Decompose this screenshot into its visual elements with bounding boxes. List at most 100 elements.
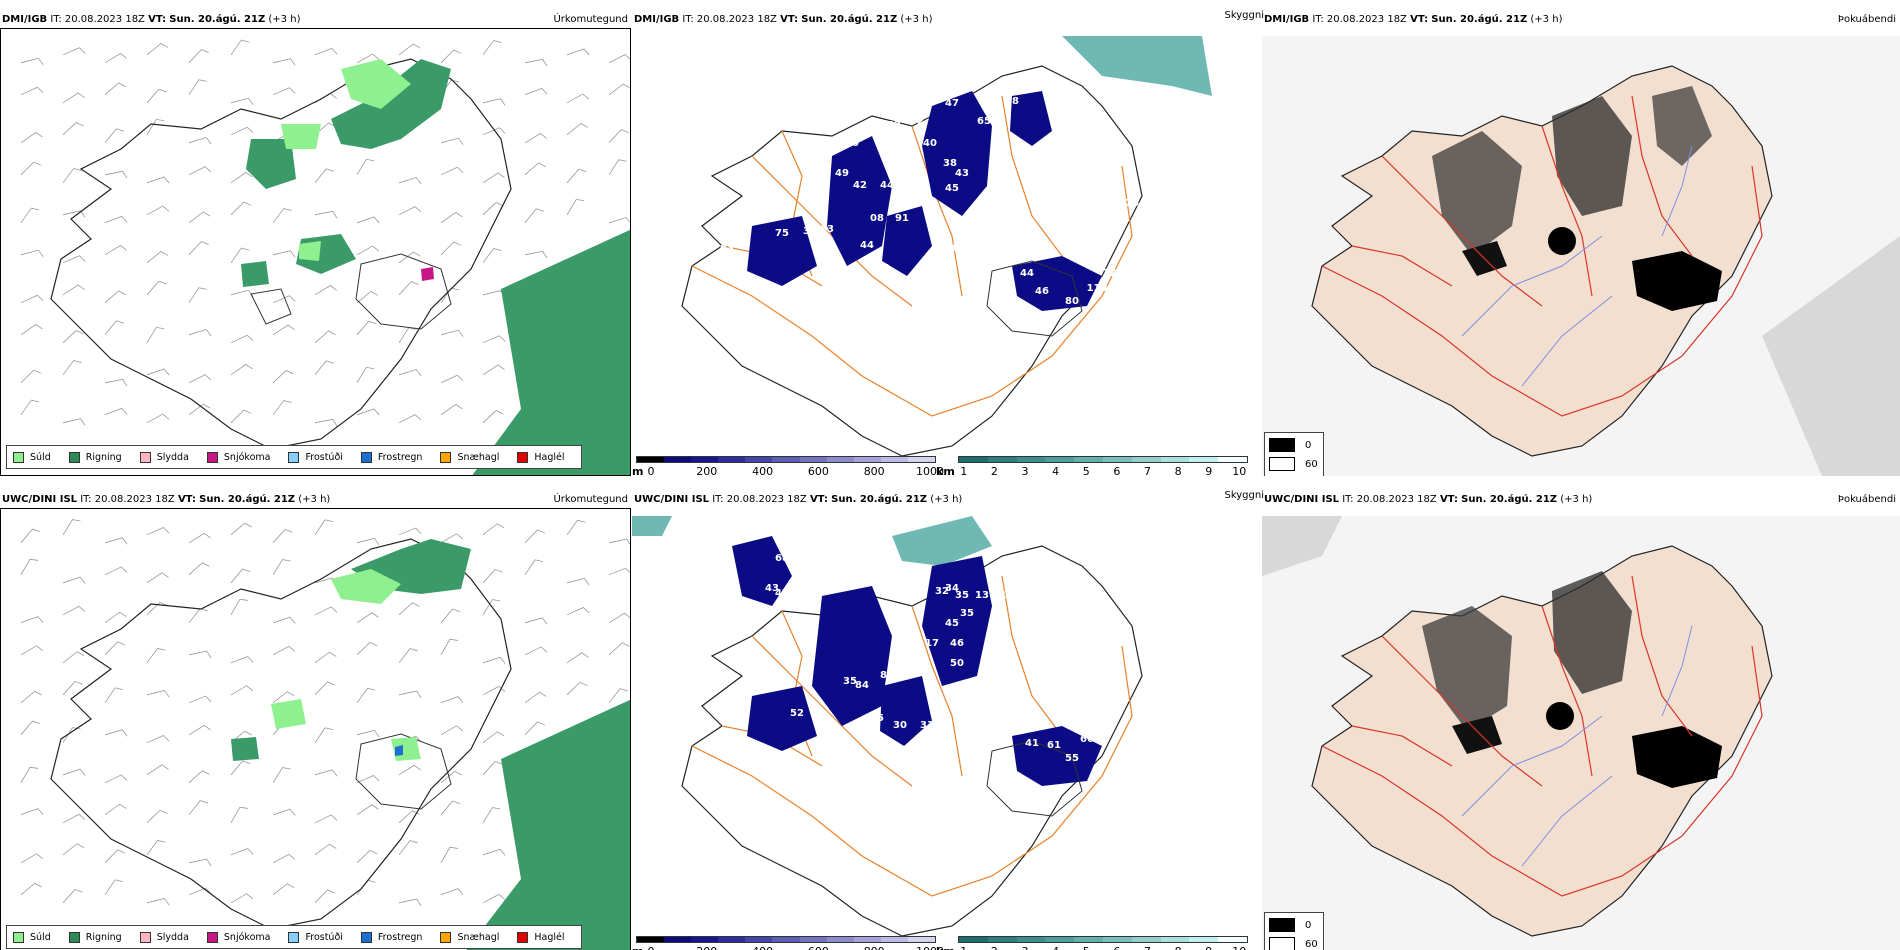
wind-barb	[608, 129, 629, 144]
visibility-colorbar-strip	[958, 936, 1248, 943]
lead-time: (+3 h)	[268, 14, 301, 25]
wind-barb	[356, 538, 380, 546]
wind-barb	[356, 320, 377, 336]
wind-barb	[188, 79, 207, 96]
it-value: 20.08.2023 18Z	[1356, 494, 1437, 505]
wind-barb	[62, 122, 84, 136]
wind-barb	[104, 537, 128, 545]
cloudbase-value-label: 54	[1005, 570, 1019, 581]
fog-rivers	[1461, 625, 1693, 867]
wind-barb	[398, 327, 417, 344]
precip-map[interactable]: Súld Rigning Slydda Snjókoma Frostúði Fr…	[0, 508, 631, 950]
wind-barb	[146, 809, 168, 824]
cloudbase-value-label: 72	[917, 668, 931, 679]
fog-dark-spot	[1548, 227, 1576, 255]
colorbar-step	[1189, 457, 1219, 462]
wind-barb	[482, 247, 502, 264]
cloudbase-vatnajokull	[1012, 256, 1102, 311]
wind-barb	[62, 651, 85, 664]
wind-barb	[566, 168, 587, 184]
wind-barb	[440, 166, 464, 176]
legend-item-hail: Haglél	[517, 451, 565, 463]
rain-patch-west	[231, 737, 259, 761]
wind-barb	[608, 688, 628, 704]
rain-patch-northeast	[331, 59, 451, 149]
cloudbase-value-label: 42	[775, 588, 789, 599]
panel-header: UWC/DINI ISL IT: 20.08.2023 18Z VT: Sun.…	[1264, 494, 1592, 505]
colorbar-ticks: 1 2 3 4 5 6 7 8 9 10	[958, 465, 1248, 476]
precip-map[interactable]: Súld Rigning Slydda Snjókoma Frostúði Fr…	[0, 28, 631, 476]
colorbar-tick-label: 8	[1175, 945, 1182, 950]
colorbar-tick-label: 0	[647, 465, 655, 476]
wind-barb	[62, 605, 86, 616]
wind-barb	[230, 806, 248, 824]
colorbar-tick-label: 5	[1083, 945, 1090, 950]
legend-label: Rigning	[85, 931, 122, 943]
legend-swatch	[13, 931, 24, 943]
fog-map[interactable]: 0 60	[1262, 36, 1900, 476]
colorbar-step	[1045, 457, 1075, 462]
cloudbase-value-label: 65	[977, 116, 991, 127]
wind-barb	[146, 898, 170, 906]
wind-barb	[356, 53, 380, 64]
cloudbase-value-label: 40	[923, 138, 937, 149]
it-label: IT:	[712, 494, 724, 505]
freezing-rain-patch	[395, 745, 403, 756]
colorbar-step	[853, 457, 881, 462]
wind-barb	[608, 538, 630, 545]
wind-barb	[188, 211, 211, 224]
wind-barb	[314, 681, 336, 696]
legend-item-freezing-drizzle: Frostúði	[288, 451, 343, 463]
legend-label: Snjókoma	[223, 451, 271, 463]
wind-barb	[104, 53, 127, 64]
wind-barb	[146, 527, 170, 536]
colorbar-tick-label: 2	[991, 945, 998, 950]
cloudbase-value-label: 11	[1000, 590, 1014, 601]
wind-barb	[440, 638, 458, 656]
wind-barb	[20, 528, 41, 544]
cloudbase-value-label: 50	[890, 200, 904, 211]
wind-barb	[272, 295, 296, 304]
forecast-row-dmi: DMI/IGB IT: 20.08.2023 18Z VT: Sun. 20.á…	[0, 10, 1900, 479]
wind-barb	[608, 83, 630, 96]
colorbar-tick-label: 600	[808, 945, 829, 950]
legend-label: 0	[1305, 919, 1312, 931]
wind-barb	[188, 287, 207, 304]
cloudbase-value-label: 39	[803, 226, 817, 237]
visibility-map[interactable]: 68 36 43 42 32 34 35 54 35 32 84 46 50 72 45 35 84 30 33 52…	[632, 516, 1262, 950]
wind-barb	[104, 879, 123, 896]
panel-header: DMI/IGB IT: 20.08.2023 18Z VT: Sun. 20.á…	[1264, 14, 1562, 25]
wind-barb	[146, 764, 169, 776]
panel-title: Úrkomutegund	[553, 494, 628, 505]
colorbar-step	[1218, 937, 1247, 942]
cloudbase-value-label: 33	[920, 720, 934, 731]
vt-label: VT:	[1410, 14, 1429, 25]
cloudbase-value-label: 35	[955, 590, 969, 601]
colorbar-step	[880, 937, 908, 942]
cloudbase-value-label: 44	[860, 240, 874, 251]
wind-barb	[20, 369, 42, 384]
wind-barb	[356, 216, 380, 224]
colorbar-tick-label: 600	[807, 465, 829, 476]
colorbar-step	[1074, 937, 1103, 942]
fog-legend: 0 60	[1264, 912, 1324, 950]
fog-map-svg	[1262, 36, 1900, 476]
wind-barb	[230, 522, 252, 536]
cloudbase-northwest	[732, 536, 792, 606]
it-label: IT:	[80, 494, 92, 505]
fog-map[interactable]: 0 60	[1262, 516, 1900, 950]
wind-barb	[440, 800, 461, 816]
visibility-map[interactable]: 31 95 40 40 42 48 46 42 47 65 28 18 70 53 40 38 43 45 49 42…	[632, 36, 1262, 476]
wind-barb	[566, 578, 590, 586]
legend-item-sleet: Slydda	[139, 451, 189, 463]
legend-swatch	[288, 451, 300, 463]
wind-barb	[188, 695, 212, 704]
wind-barb	[608, 217, 630, 224]
cloudbase-value-label: 17	[925, 638, 939, 649]
colorbar-tick-label: 4	[1052, 465, 1060, 476]
legend-item-freezing-rain: Frostregn	[360, 451, 422, 463]
wind-barb	[566, 93, 590, 104]
wind-barb	[440, 696, 464, 704]
cloudbase-value-label: 123	[1134, 90, 1155, 101]
wind-barb	[566, 519, 586, 536]
